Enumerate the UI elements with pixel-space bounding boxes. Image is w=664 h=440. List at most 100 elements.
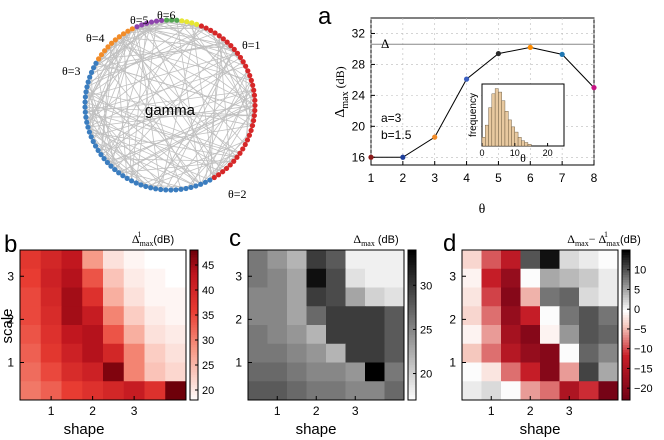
inset-xtick-label: 0 (479, 148, 484, 158)
colorbar-segment (408, 352, 416, 356)
colorbar-segment (190, 380, 198, 383)
network-edge (85, 22, 193, 98)
network-node (148, 19, 155, 25)
colorbar-segment (190, 395, 198, 398)
colorbar-segment (408, 387, 416, 391)
network-edge (115, 39, 253, 126)
network-node (108, 40, 115, 46)
heatmap-cell (501, 250, 521, 270)
colorbar-tick-label: 20 (202, 385, 214, 397)
heatmap-cell (267, 362, 288, 382)
heatmap-cell (520, 287, 541, 307)
heatmap-cell (287, 362, 307, 382)
network-node (173, 187, 179, 193)
heatmap-cell (520, 268, 541, 288)
network-edge (100, 26, 138, 155)
colorbar-segment (190, 285, 198, 288)
network-node (139, 22, 145, 28)
heatmap-cell (501, 381, 521, 401)
network-node (102, 48, 108, 54)
colorbar-segment (622, 252, 630, 256)
network-edge (84, 106, 147, 187)
colorbar-segment (190, 385, 198, 388)
network-edge (119, 36, 238, 158)
network-edge (123, 33, 223, 172)
heatmap-cell (579, 306, 599, 326)
inset-bar (508, 119, 512, 147)
network-node (251, 87, 257, 93)
colorbar-segment (622, 390, 630, 393)
heatmap-cell (144, 325, 166, 345)
heatmap-cell (481, 287, 502, 307)
network-edge (103, 21, 188, 159)
colorbar-segment (190, 290, 198, 293)
colorbar-tick-label: −15 (634, 363, 653, 375)
colorbar-segment (622, 345, 630, 348)
heatmap-cell (598, 381, 619, 401)
network-node (169, 17, 175, 23)
colorbar-segment (408, 385, 416, 388)
colorbar-segment (408, 355, 416, 358)
colorbar-segment (408, 312, 416, 316)
network-node (82, 94, 88, 100)
network-edge (86, 21, 152, 88)
colorbar-segment (622, 370, 630, 373)
heatmap-cell (579, 325, 599, 345)
network-node (82, 109, 88, 115)
heatmap-cell (61, 306, 83, 326)
panel-a-point (432, 134, 438, 140)
network-node (128, 178, 135, 184)
colorbar-segment (622, 340, 630, 343)
network-node (153, 186, 159, 192)
network-edge (84, 111, 128, 179)
delta-hline-label: Δ (381, 36, 389, 51)
network-node (95, 56, 102, 62)
panel-a-ylabel: Δmax(dB) (333, 66, 351, 117)
colorbar-segment (190, 295, 198, 298)
heatmap-cell (365, 250, 385, 270)
colorbar-segment (408, 282, 416, 286)
network-node (194, 21, 200, 27)
network-edge (136, 26, 162, 190)
network-edge (86, 86, 112, 167)
heatmap-cell (306, 287, 327, 307)
network-edge (244, 85, 254, 145)
network-edge (107, 25, 202, 163)
heatmap-cell (540, 268, 560, 288)
colorbar-segment (622, 270, 630, 273)
heatmap-cell (384, 250, 405, 270)
colorbar-segment (622, 275, 630, 278)
panel-a-ytick-label: 32 (352, 26, 366, 40)
heatmap-cell (345, 343, 366, 363)
heatmap-cell (559, 362, 580, 382)
colorbar-segment (190, 282, 198, 286)
heatmap-cell (326, 381, 346, 401)
colorbar-segment (622, 342, 630, 346)
heatmap-cell (248, 325, 268, 345)
heatmap-cell (481, 268, 502, 288)
colorbar-segment (408, 252, 416, 256)
network-node (237, 150, 243, 156)
colorbar-segment (190, 315, 198, 318)
colorbar-segment (408, 377, 416, 381)
heatmap-cell (144, 287, 166, 307)
network-edge (136, 26, 246, 145)
heatmap-cell (287, 325, 307, 345)
colorbar-segment (190, 292, 198, 296)
heatmap-cell (579, 250, 599, 270)
colorbar-segment (408, 327, 416, 331)
heatmap-d-frame (461, 249, 619, 401)
heatmap-cell (579, 362, 599, 382)
network-node (244, 137, 251, 143)
colorbar-b: 20 25 30 35 40 45 (189, 249, 214, 401)
network-node (216, 33, 222, 39)
heatmap-cell (248, 381, 268, 401)
heatmap-cell (481, 306, 502, 326)
inset-bar (517, 137, 522, 147)
network-edge (119, 36, 215, 178)
network-node (203, 25, 209, 31)
heatmap-cell (20, 325, 42, 345)
network-edge (84, 101, 238, 158)
colorbar-segment (408, 285, 416, 288)
network-edge (84, 106, 201, 185)
